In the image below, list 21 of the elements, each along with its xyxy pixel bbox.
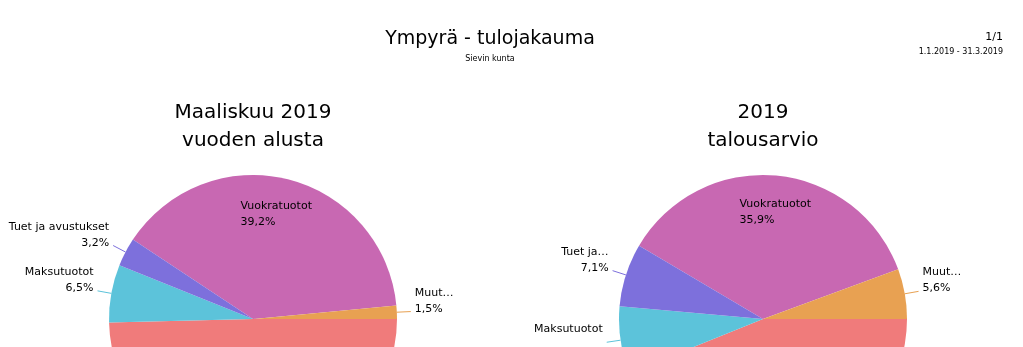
slice-label: Tuet ja… xyxy=(560,244,609,258)
slice-label: Muut… xyxy=(414,285,454,299)
slice-label: Vuokratuotot xyxy=(240,199,313,213)
data-label: 35,9% xyxy=(739,213,775,227)
text: 1.1.2019 - 31.3.2019 xyxy=(918,47,1003,56)
slice-label: Muut… xyxy=(922,265,962,279)
text: 1/1 xyxy=(985,30,1003,43)
data-label: 3,2% xyxy=(81,235,110,249)
text: Sievin kunta xyxy=(465,54,515,63)
slice-label: Maksutuotot xyxy=(534,322,604,336)
data-label: 7,1% xyxy=(580,260,609,274)
data-label: 5,6% xyxy=(922,281,951,295)
data-label: 6,5% xyxy=(65,280,94,294)
slice-label: Vuokratuotot xyxy=(739,197,812,211)
data-label: 39,2% xyxy=(240,215,276,229)
chart-title: 2019 talousarvio xyxy=(707,99,819,151)
text: Ympyrä - tulojakauma xyxy=(384,26,595,48)
data-label: 1,5% xyxy=(414,301,443,315)
slice-label: Tuet ja avustukset xyxy=(7,219,110,233)
chart-title: Maaliskuu 2019 vuoden alusta xyxy=(174,99,332,151)
slice-label: Maksutuotot xyxy=(24,264,95,278)
